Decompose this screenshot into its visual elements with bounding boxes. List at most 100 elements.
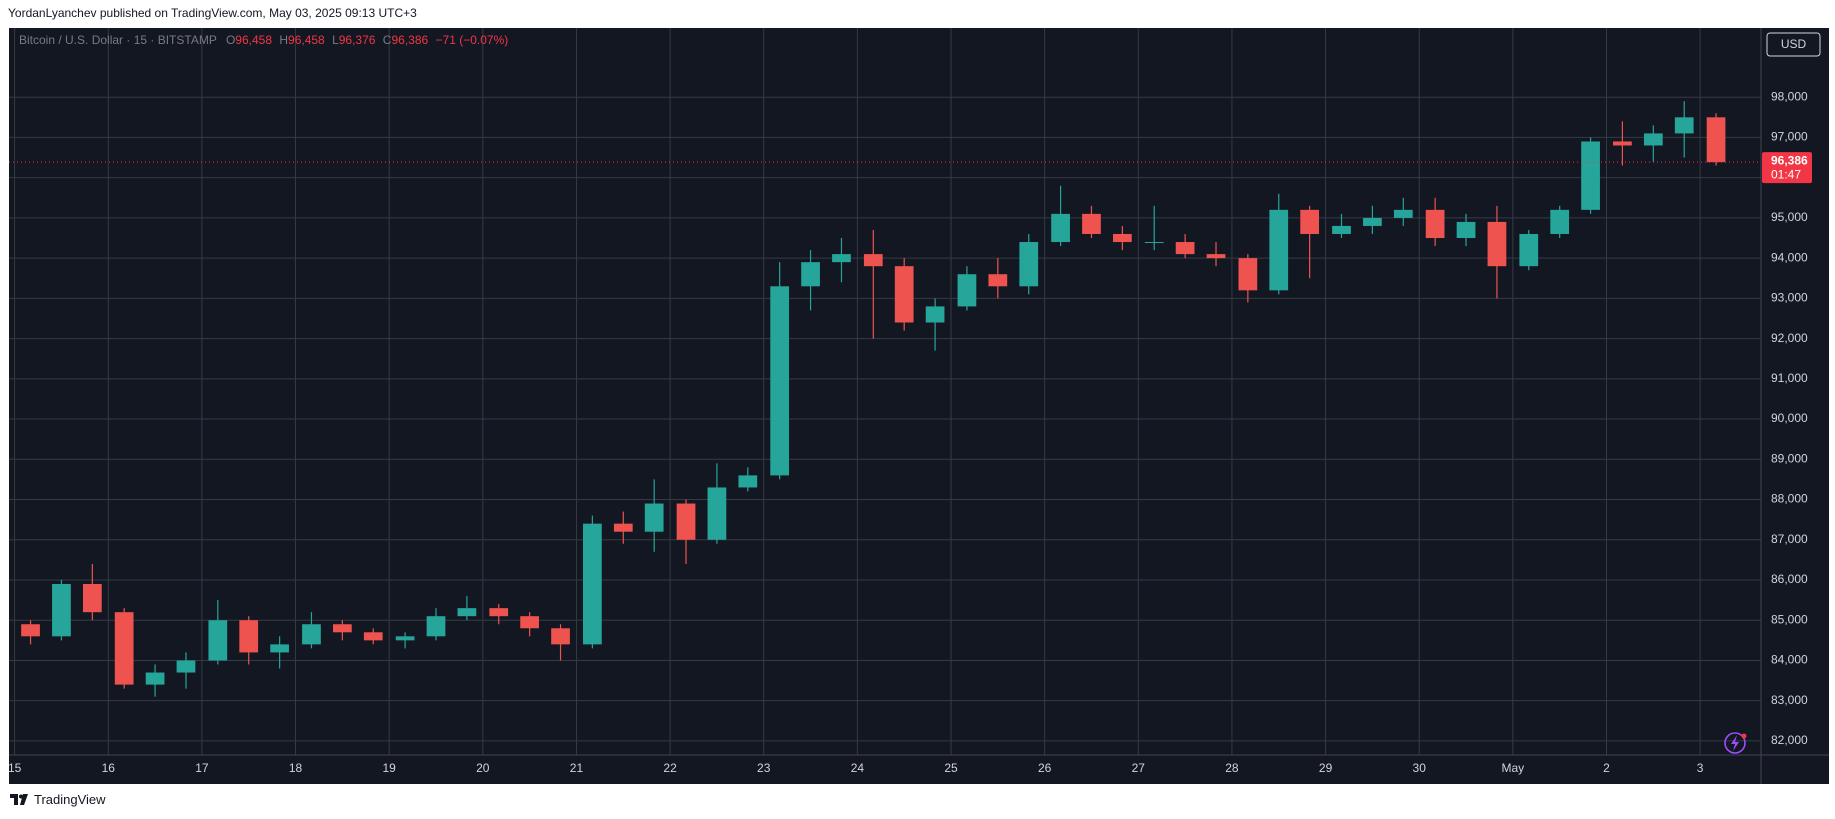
brand-logo bbox=[10, 794, 28, 805]
candle-body bbox=[426, 616, 446, 637]
candle-body bbox=[988, 274, 1008, 287]
candle-body bbox=[1019, 242, 1039, 287]
candle-body bbox=[863, 254, 883, 267]
ohlc-value: 96,386 bbox=[391, 33, 428, 47]
candle-body bbox=[1363, 217, 1382, 226]
x-tick-label: 19 bbox=[382, 761, 396, 775]
candle-body bbox=[145, 672, 165, 685]
y-tick-label: 85,000 bbox=[1771, 612, 1808, 626]
y-tick-label: 90,000 bbox=[1771, 411, 1808, 425]
y-tick-label: 89,000 bbox=[1771, 451, 1808, 465]
last-price-label: 96,386 bbox=[1771, 153, 1808, 167]
change: −71 (−0.07%) bbox=[436, 33, 509, 47]
candle-body bbox=[302, 624, 321, 645]
ohlc-value: 96,458 bbox=[235, 33, 272, 47]
candle-body bbox=[1425, 209, 1445, 239]
currency-button[interactable] bbox=[1766, 32, 1821, 57]
candle-body bbox=[1144, 242, 1164, 244]
candle-body bbox=[270, 644, 289, 653]
candle-body bbox=[1581, 141, 1600, 210]
x-tick-label: 17 bbox=[195, 761, 209, 775]
candle-body bbox=[738, 475, 758, 488]
candle-body bbox=[82, 584, 102, 613]
chart-background bbox=[9, 28, 1829, 784]
candle-body bbox=[21, 624, 40, 637]
currency-label[interactable]: USD bbox=[1781, 37, 1807, 51]
candle-body bbox=[1269, 209, 1289, 291]
x-tick-label: 3 bbox=[1697, 761, 1704, 775]
ohlc-value: 96,376 bbox=[339, 33, 376, 47]
candle-body bbox=[1456, 221, 1476, 239]
lightning-icon[interactable] bbox=[1724, 732, 1747, 754]
x-tick-label: 26 bbox=[1038, 761, 1052, 775]
y-tick-label: 93,000 bbox=[1771, 291, 1808, 305]
footer: TradingView bbox=[10, 792, 106, 807]
x-tick-label: 30 bbox=[1413, 761, 1427, 775]
candle-body bbox=[1550, 209, 1570, 234]
candle-body bbox=[1082, 213, 1101, 234]
x-tick-label: 27 bbox=[1132, 761, 1146, 775]
chart: 82,000 83,000 84,000 85,000 86,000 87,000 88,0… bbox=[8, 28, 1829, 784]
x-tick-label: 21 bbox=[570, 761, 584, 775]
candle-body bbox=[676, 503, 696, 540]
candle-body bbox=[1332, 225, 1351, 234]
symbol: Bitcoin / U.S. Dollar · 15 · BITSTAMP bbox=[19, 33, 217, 47]
candle-body bbox=[801, 262, 820, 287]
candle-body bbox=[925, 306, 945, 323]
last-price-box bbox=[1762, 152, 1812, 184]
x-tick-label: 28 bbox=[1225, 761, 1239, 775]
candle-body bbox=[957, 274, 977, 307]
ohlc-label: H bbox=[279, 33, 288, 47]
candle-body bbox=[894, 266, 914, 323]
y-tick-label: 87,000 bbox=[1771, 532, 1808, 546]
x-tick-label: May bbox=[1502, 761, 1525, 775]
candle-body bbox=[770, 286, 790, 476]
y-tick-label: 84,000 bbox=[1771, 653, 1808, 667]
y-tick-label: 82,000 bbox=[1771, 733, 1808, 747]
ohlc-label: C bbox=[383, 33, 392, 47]
x-tick-label: 23 bbox=[757, 761, 771, 775]
candle-body bbox=[1113, 233, 1132, 243]
grid bbox=[9, 28, 1761, 755]
candle-body bbox=[114, 612, 134, 685]
candle-body bbox=[1674, 117, 1694, 134]
candles bbox=[21, 101, 1726, 697]
candle-body bbox=[52, 584, 71, 637]
candle-body bbox=[832, 254, 851, 263]
x-tick-label: 20 bbox=[476, 761, 490, 775]
candle-body bbox=[208, 620, 228, 661]
candle-body bbox=[1487, 221, 1507, 267]
candle-body bbox=[583, 523, 602, 645]
legend: Bitcoin / U.S. Dollar · 15 · BITSTAMP O9… bbox=[19, 33, 508, 47]
ohlc-label: O bbox=[226, 33, 235, 47]
candle-body bbox=[1051, 213, 1070, 243]
x-tick-label: 18 bbox=[289, 761, 303, 775]
brand: TradingView bbox=[34, 792, 106, 807]
candle-body bbox=[551, 628, 570, 645]
x-tick-label: 16 bbox=[102, 761, 116, 775]
candle-body bbox=[176, 660, 196, 673]
candle-body bbox=[520, 616, 540, 629]
ohlc-label: L bbox=[332, 33, 339, 47]
candle-body bbox=[1613, 141, 1632, 146]
y-tick-label: 91,000 bbox=[1771, 371, 1808, 385]
y-tick-label: 98,000 bbox=[1771, 89, 1808, 103]
y-tick-label: 94,000 bbox=[1771, 250, 1808, 264]
x-tick-label: 25 bbox=[944, 761, 958, 775]
x-tick-label: 15 bbox=[8, 761, 22, 775]
x-tick-label: 24 bbox=[851, 761, 865, 775]
candle-body bbox=[1643, 133, 1663, 146]
axes: 82,000 83,000 84,000 85,000 86,000 87,000 88,0… bbox=[8, 89, 1812, 775]
x-tick-label: 2 bbox=[1603, 761, 1610, 775]
y-tick-label: 88,000 bbox=[1771, 492, 1808, 506]
publish-info: YordanLyanchev published on TradingView.… bbox=[8, 6, 417, 20]
candle-body bbox=[1519, 233, 1539, 267]
y-tick-label: 83,000 bbox=[1771, 693, 1808, 707]
candle-body bbox=[332, 624, 352, 633]
ohlc-value: 96,458 bbox=[288, 33, 325, 47]
candle-body bbox=[1706, 117, 1726, 163]
candle-body bbox=[1300, 209, 1320, 234]
candle-body bbox=[1206, 254, 1226, 259]
candle-body bbox=[457, 608, 477, 617]
